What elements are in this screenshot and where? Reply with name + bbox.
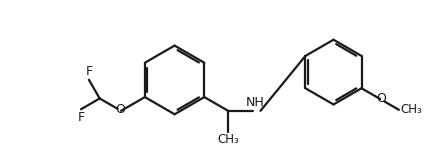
Text: F: F — [85, 65, 93, 78]
Text: F: F — [77, 111, 85, 124]
Text: CH₃: CH₃ — [401, 103, 422, 116]
Text: O: O — [115, 103, 125, 116]
Text: CH₃: CH₃ — [217, 133, 239, 146]
Text: NH: NH — [246, 96, 265, 109]
Text: O: O — [376, 92, 386, 105]
